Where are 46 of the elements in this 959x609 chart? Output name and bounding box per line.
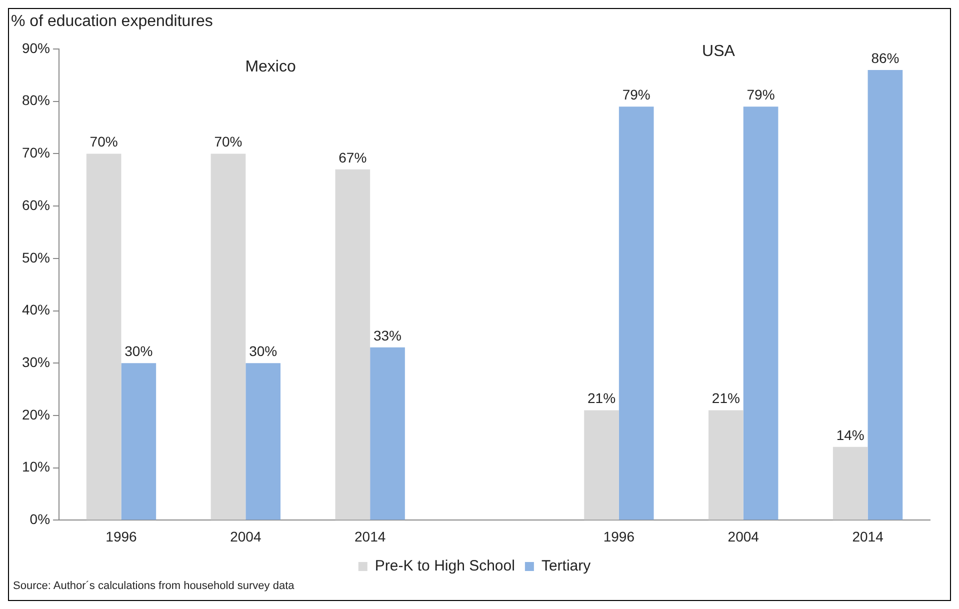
bar	[708, 410, 744, 520]
x-tick-label: 2004	[728, 528, 760, 544]
data-label: 21%	[588, 390, 616, 406]
legend-label: Tertiary	[541, 558, 592, 575]
data-label: 86%	[871, 50, 900, 66]
y-tick-label: 30%	[22, 354, 50, 370]
bar	[868, 70, 903, 520]
x-tick-label: 2004	[230, 528, 262, 544]
annotation: USA	[702, 42, 736, 60]
annotation: Mexico	[245, 58, 296, 76]
y-tick-label: 0%	[30, 511, 50, 528]
data-label: 33%	[373, 327, 402, 344]
y-tick-label: 80%	[22, 92, 50, 108]
x-tick-label: 1996	[106, 528, 138, 544]
bar	[832, 446, 868, 520]
bar	[335, 169, 370, 520]
data-label: 30%	[124, 342, 153, 359]
y-tick-label: 40%	[22, 302, 50, 318]
data-label: 79%	[622, 86, 650, 102]
y-tick-label: 60%	[22, 196, 50, 213]
data-label: 70%	[214, 134, 242, 150]
x-tick-label: 2014	[354, 528, 386, 544]
x-tick-label: 2014	[852, 528, 884, 544]
bar	[246, 363, 280, 520]
bar	[618, 106, 654, 520]
y-tick-label: 90%	[22, 40, 50, 56]
bar	[210, 154, 246, 520]
data-label: 14%	[836, 426, 864, 443]
data-label: 30%	[249, 342, 278, 359]
bar	[86, 154, 122, 520]
bar	[584, 410, 619, 520]
data-label: 70%	[90, 134, 118, 150]
data-label: 67%	[338, 149, 367, 166]
y-axis-title: % of education expenditures	[11, 13, 213, 31]
bar	[370, 347, 405, 520]
bar	[121, 363, 156, 520]
x-tick-label: 1996	[603, 528, 635, 544]
y-tick-label: 20%	[22, 406, 50, 422]
data-label: 21%	[712, 390, 740, 406]
legend-label: Pre-K to High School	[374, 558, 515, 575]
y-tick-label: 50%	[22, 249, 50, 266]
source-note: Source: Author´s calculations from household survey data	[13, 580, 294, 592]
y-tick-label: 70%	[22, 144, 50, 161]
y-tick-label: 10%	[22, 458, 50, 475]
bar	[743, 106, 778, 520]
data-label: 79%	[746, 86, 775, 102]
